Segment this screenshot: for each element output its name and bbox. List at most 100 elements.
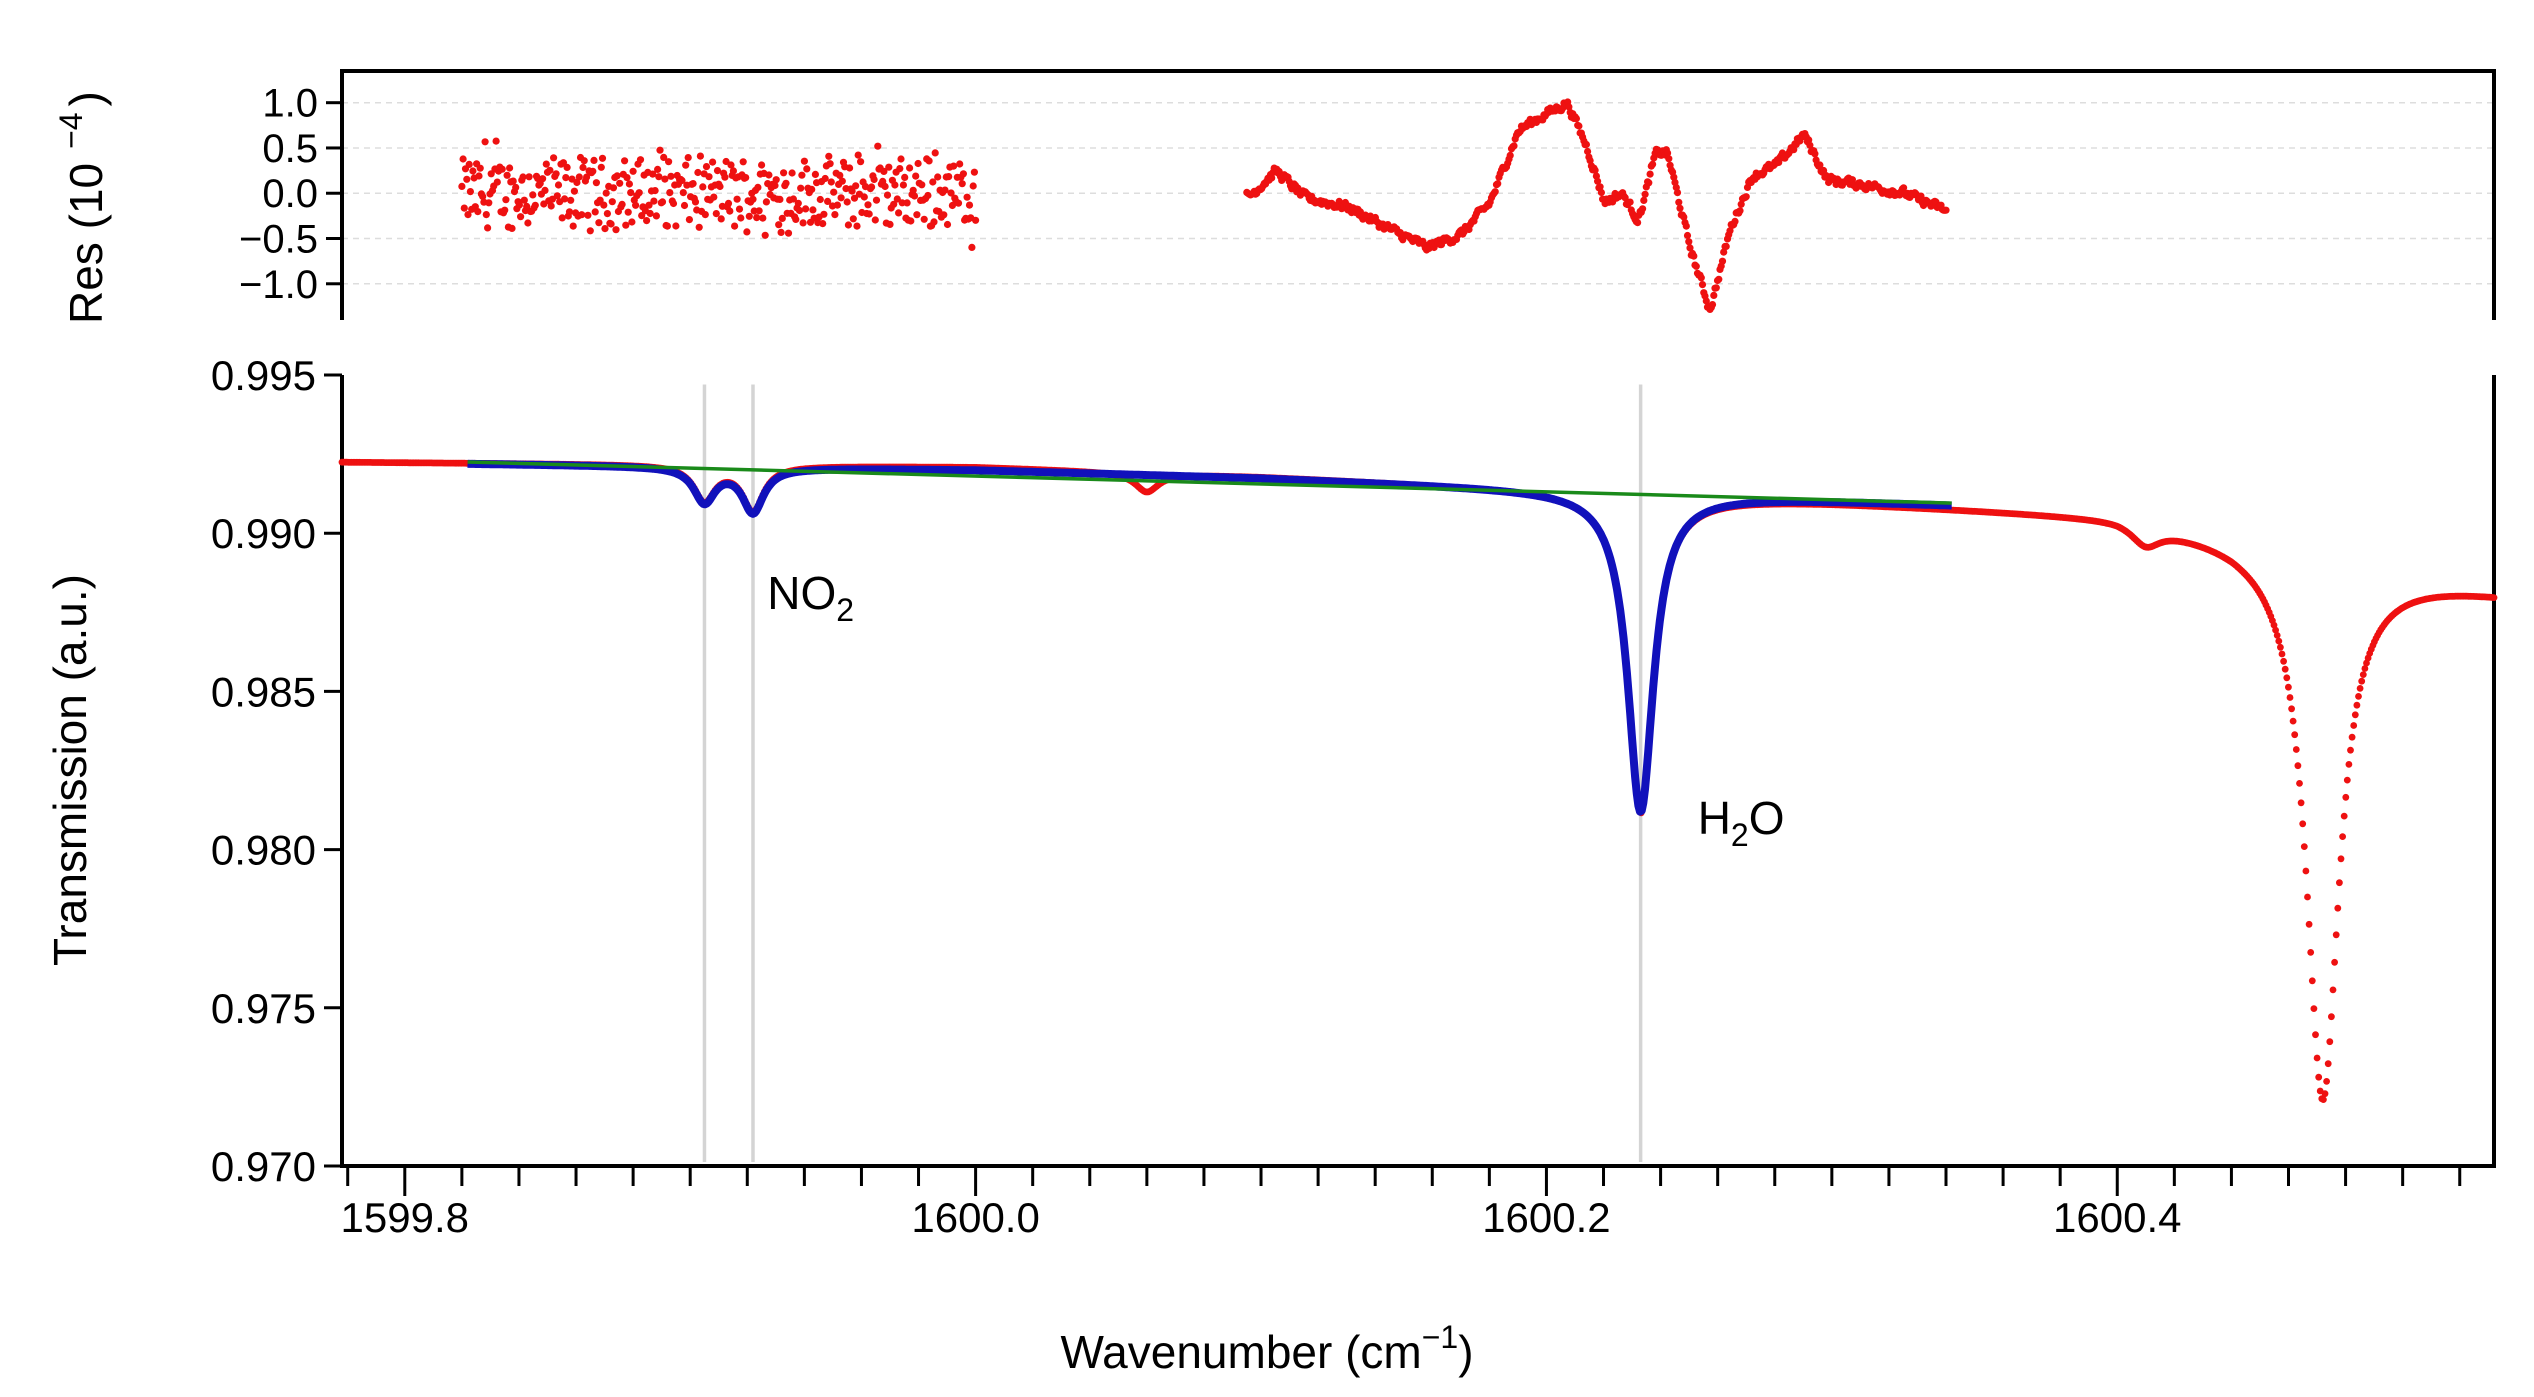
residual-y-ticks: 1.00.50.0−0.5−1.0 bbox=[239, 82, 342, 307]
residual-point bbox=[1702, 297, 1710, 305]
residual-point bbox=[1683, 231, 1692, 240]
residual-point bbox=[821, 174, 829, 183]
residual-point bbox=[562, 174, 570, 182]
residual-point bbox=[608, 198, 616, 206]
residual-point bbox=[745, 212, 753, 220]
residual-point bbox=[632, 201, 640, 209]
measured-point bbox=[2353, 701, 2361, 709]
measured-point bbox=[2277, 643, 2284, 651]
residual-point bbox=[652, 212, 661, 220]
measured-point bbox=[2343, 776, 2351, 784]
x-tick-label: 1600.0 bbox=[911, 1194, 1039, 1241]
residual-point bbox=[717, 215, 725, 223]
annotation-no2: NO2 bbox=[767, 567, 854, 628]
residual-point bbox=[1698, 281, 1707, 289]
residual-point bbox=[945, 173, 953, 181]
measured-point bbox=[2359, 671, 2367, 678]
residual-point bbox=[808, 185, 816, 193]
y-tick-label: 0.995 bbox=[211, 352, 316, 399]
residual-point bbox=[1591, 166, 1599, 174]
measured-point bbox=[2326, 1038, 2334, 1046]
residual-point bbox=[665, 158, 673, 166]
residual-point bbox=[794, 199, 802, 207]
residual-point bbox=[459, 155, 467, 163]
residual-point bbox=[474, 208, 482, 216]
measured-point bbox=[2323, 1078, 2331, 1085]
residual-point bbox=[1682, 222, 1690, 230]
residual-point bbox=[1811, 150, 1819, 158]
residual-point bbox=[761, 231, 769, 239]
residual-point bbox=[1572, 115, 1580, 123]
residual-point bbox=[1665, 155, 1673, 163]
measured-point bbox=[2288, 705, 2296, 713]
measured-point bbox=[2355, 693, 2362, 700]
residual-point bbox=[1710, 291, 1718, 299]
residual-point bbox=[583, 173, 591, 181]
residual-point bbox=[865, 210, 873, 218]
residual-point bbox=[573, 178, 581, 187]
residual-point bbox=[569, 222, 577, 230]
residual-point bbox=[696, 152, 705, 160]
residual-point bbox=[501, 206, 509, 214]
residual-point bbox=[458, 182, 466, 190]
residual-point bbox=[1646, 170, 1654, 178]
residual-y-tick-label: 0.0 bbox=[262, 172, 318, 216]
residual-point bbox=[512, 183, 520, 191]
residual-point bbox=[1582, 140, 1590, 149]
residual-point bbox=[602, 189, 610, 197]
residual-point bbox=[519, 173, 527, 181]
measured-point bbox=[2289, 717, 2297, 725]
residual-point bbox=[864, 201, 872, 209]
residual-point bbox=[621, 157, 629, 165]
measured-point bbox=[2334, 904, 2342, 912]
residual-point bbox=[1692, 262, 1700, 270]
y-tick-label: 0.990 bbox=[211, 510, 316, 557]
measured-point bbox=[2296, 780, 2303, 787]
residual-point bbox=[550, 154, 558, 162]
residual-point bbox=[920, 215, 928, 223]
residual-point bbox=[1634, 219, 1642, 227]
residual-point bbox=[802, 205, 810, 213]
residual-point bbox=[724, 199, 733, 207]
residual-point bbox=[910, 192, 919, 200]
residual-y-tick-label: −1.0 bbox=[239, 263, 318, 307]
residual-point bbox=[868, 183, 876, 191]
main-axes bbox=[340, 375, 2496, 1168]
residual-point bbox=[800, 157, 809, 165]
y-tick-label: 0.970 bbox=[211, 1143, 316, 1190]
measured-point bbox=[2305, 920, 2313, 928]
residual-point bbox=[874, 142, 882, 150]
measured-point bbox=[2351, 711, 2359, 719]
residual-point bbox=[463, 175, 471, 183]
residual-point bbox=[909, 186, 917, 194]
residual-point bbox=[694, 168, 702, 177]
residual-point bbox=[712, 210, 720, 218]
measured-point bbox=[2304, 893, 2311, 901]
residual-point bbox=[1506, 151, 1514, 159]
residual-point bbox=[1565, 103, 1573, 111]
x-tick-label: 1600.2 bbox=[1482, 1194, 1610, 1241]
residual-point bbox=[1680, 213, 1688, 221]
residual-point bbox=[596, 196, 604, 204]
residual-point bbox=[871, 216, 879, 224]
residual-point bbox=[643, 217, 651, 225]
residual-point bbox=[846, 164, 854, 172]
residual-point bbox=[469, 167, 477, 175]
residual-point bbox=[695, 223, 703, 231]
residual-point bbox=[655, 173, 663, 181]
residual-point bbox=[561, 195, 569, 203]
residual-point bbox=[1675, 198, 1683, 206]
measured-point bbox=[2308, 977, 2316, 985]
residual-point bbox=[598, 154, 607, 162]
residual-point bbox=[762, 198, 771, 206]
residual-point bbox=[529, 191, 537, 199]
residual-point bbox=[1641, 190, 1649, 198]
residual-y-tick-label: 0.5 bbox=[262, 127, 318, 171]
residual-point bbox=[780, 169, 788, 177]
residual-point bbox=[600, 201, 608, 209]
residual-point bbox=[1731, 217, 1739, 225]
measured-point bbox=[2302, 867, 2310, 875]
residual-point bbox=[1686, 244, 1694, 252]
residual-point bbox=[558, 214, 566, 222]
residual-points bbox=[458, 98, 1950, 313]
